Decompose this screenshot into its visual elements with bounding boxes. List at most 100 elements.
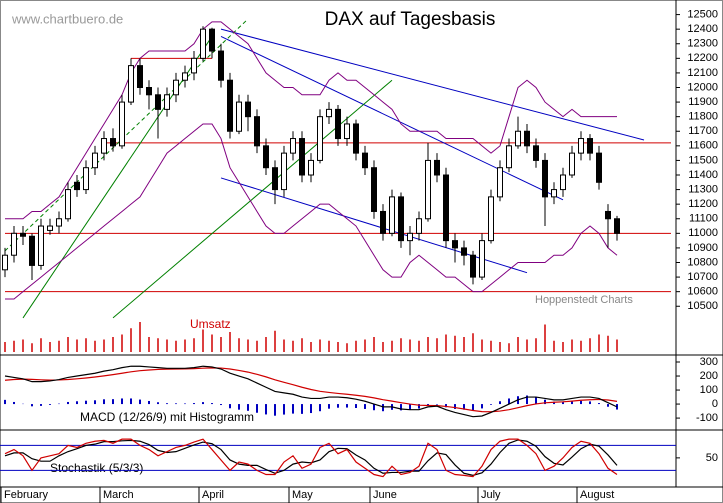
candle-body: [578, 138, 584, 154]
candle-body: [335, 108, 341, 140]
candle-body: [497, 167, 503, 198]
source: Hoppenstedt Charts: [535, 294, 633, 306]
candle-body: [65, 189, 71, 220]
candle-body: [569, 152, 575, 176]
volume-bar: [535, 338, 537, 352]
y-tick-label: 12400: [687, 23, 718, 35]
candle-body: [389, 196, 395, 234]
candle-body: [560, 174, 566, 191]
month-label: June: [373, 489, 397, 501]
volume-bar: [31, 343, 33, 352]
candle-body: [119, 101, 125, 147]
trend-line: [22, 36, 213, 319]
y-tick-label: 11600: [688, 140, 718, 152]
volume-bar: [463, 337, 465, 352]
candle-body: [38, 225, 44, 266]
volume-bar: [301, 338, 303, 352]
candle-body: [281, 152, 287, 191]
candle-body: [2, 254, 8, 271]
y-tick-label: 50: [706, 452, 718, 464]
volume-bar: [193, 338, 195, 352]
volume-bar: [85, 338, 87, 352]
candle-body: [407, 232, 413, 242]
volume-bar: [121, 334, 123, 352]
volume-bar: [76, 339, 78, 352]
candle-body: [209, 28, 215, 52]
macd-line: [4, 365, 618, 418]
candle-body: [56, 218, 62, 227]
volume-bar: [481, 339, 483, 352]
volume-bar: [139, 322, 141, 352]
candle-body: [146, 87, 152, 96]
volume-bar: [256, 340, 258, 352]
volume-bar: [130, 328, 132, 352]
y-tick-label: 11400: [688, 169, 718, 181]
volume-label: Umsatz: [190, 317, 231, 331]
volume-bar: [67, 337, 69, 352]
volume-bar: [211, 334, 213, 352]
candle-body: [191, 57, 197, 74]
y-tick-label: 12000: [687, 81, 718, 93]
y-tick-label: 100: [700, 384, 718, 396]
candle-body: [200, 28, 206, 59]
y-tick-label: 12100: [687, 67, 718, 79]
volume-bar: [580, 340, 582, 352]
volume-bar: [265, 337, 267, 352]
candle-body: [317, 116, 323, 161]
y-tick-label: 12300: [687, 38, 718, 50]
volume-bar: [202, 329, 204, 352]
volume-bar: [292, 340, 294, 352]
candle-body: [416, 218, 422, 234]
y-tick-label: 11500: [688, 154, 718, 166]
trend-line: [112, 79, 393, 319]
candle-body: [515, 130, 521, 147]
volume-bar: [238, 338, 240, 352]
volume-bar: [220, 337, 222, 352]
volume-bar: [373, 337, 375, 352]
candle-body: [218, 50, 224, 81]
candle-body: [92, 152, 98, 169]
y-tick-label: 11800: [688, 111, 718, 123]
trend-line: [220, 28, 645, 141]
volume-bar: [418, 340, 420, 352]
candle-body: [479, 240, 485, 278]
candle-body: [128, 65, 134, 103]
volume-bar: [40, 338, 42, 352]
volume-bar: [310, 342, 312, 352]
volume-bar: [436, 338, 438, 352]
volume-bar: [22, 339, 24, 352]
month-label: July: [481, 489, 501, 501]
candle-body: [110, 138, 116, 147]
candle-body: [155, 94, 161, 110]
candle-body: [524, 130, 530, 147]
y-tick-label: 12200: [687, 52, 718, 64]
candle-body: [20, 232, 26, 237]
candle-body: [83, 167, 89, 191]
candle-body: [173, 79, 179, 96]
candle-body: [29, 235, 35, 266]
volume-bar: [274, 330, 276, 352]
candle-body: [488, 196, 494, 242]
bollinger-upper: [5, 21, 617, 220]
y-tick-label: 10700: [687, 271, 718, 283]
trend-line: [220, 36, 564, 201]
volume-bar: [616, 339, 618, 352]
candle-body: [308, 159, 314, 176]
candle-body: [425, 159, 431, 220]
volume-bar: [445, 334, 447, 352]
volume-bar: [508, 343, 510, 352]
candle-body: [461, 247, 467, 256]
volume-bar: [13, 340, 15, 352]
month-label: February: [4, 489, 49, 501]
candle-body: [263, 145, 269, 169]
y-tick-label: 300: [700, 356, 718, 368]
volume-bar: [355, 340, 357, 352]
volume-bar: [247, 339, 249, 352]
volume-bar: [391, 340, 393, 352]
month-label: April: [202, 489, 224, 501]
candle-body: [605, 210, 611, 220]
volume-bar: [58, 340, 60, 352]
volume-bar: [364, 339, 366, 352]
y-tick-label: 11200: [688, 198, 718, 210]
volume-bar: [562, 342, 564, 352]
